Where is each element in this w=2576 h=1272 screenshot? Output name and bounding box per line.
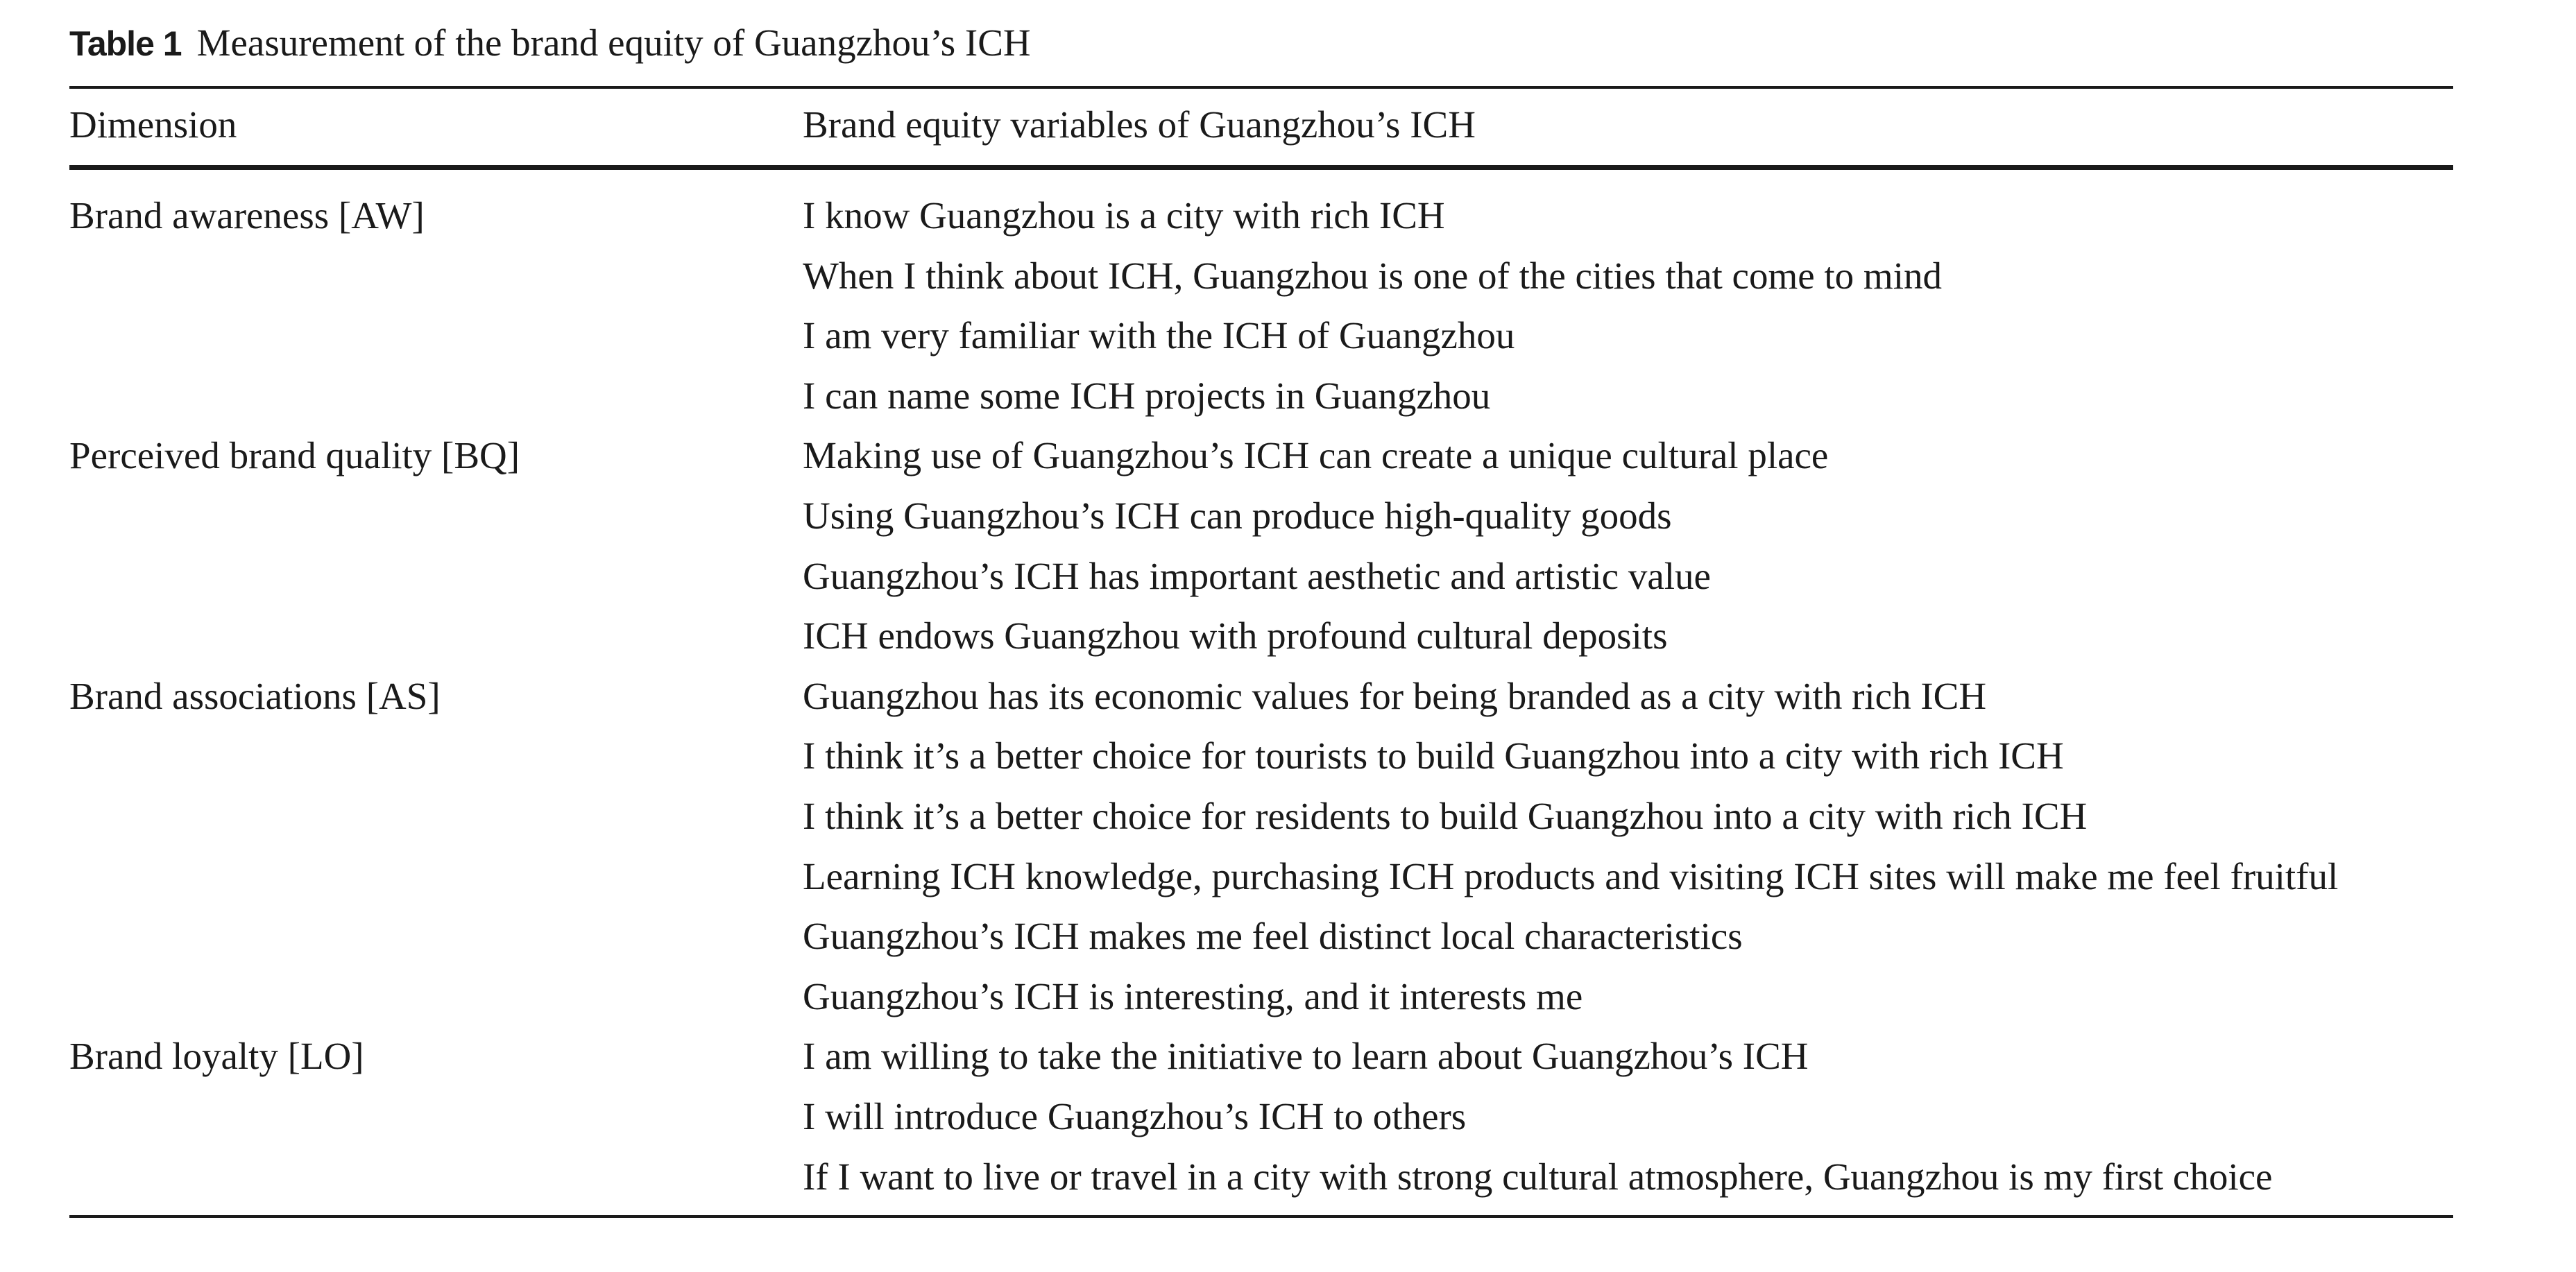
- variable-cell: Guangzhou’s ICH has important aesthetic …: [803, 555, 1711, 597]
- variable-cell: I am very familiar with the ICH of Guang…: [803, 314, 1515, 356]
- variable-cell: ICH endows Guangzhou with profound cultu…: [803, 614, 1668, 657]
- dimension-cell: Brand awareness [AW]: [69, 194, 425, 237]
- header-variables: Brand equity variables of Guangzhou’s IC…: [803, 103, 1476, 146]
- variable-cell: I know Guangzhou is a city with rich ICH: [803, 194, 1445, 237]
- variable-cell: I think it’s a better choice for residen…: [803, 795, 2088, 837]
- dimension-cell: Brand loyalty [LO]: [69, 1035, 364, 1077]
- dimension-cell: Perceived brand quality [BQ]: [69, 434, 520, 476]
- dimension-cell: Brand associations [AS]: [69, 675, 441, 717]
- header-dimension: Dimension: [69, 103, 237, 146]
- variable-cell: I am willing to take the initiative to l…: [803, 1035, 1809, 1077]
- variable-cell: When I think about ICH, Guangzhou is one…: [803, 255, 1942, 297]
- variable-cell: Making use of Guangzhou’s ICH can create…: [803, 434, 1829, 476]
- variable-cell: Learning ICH knowledge, purchasing ICH p…: [803, 855, 2339, 897]
- variable-cell: Guangzhou’s ICH makes me feel distinct l…: [803, 915, 1743, 957]
- variable-cell: I will introduce Guangzhou’s ICH to othe…: [803, 1095, 1467, 1137]
- variable-cell: If I want to live or travel in a city wi…: [803, 1155, 2273, 1198]
- variable-cell: Using Guangzhou’s ICH can produce high-q…: [803, 495, 1672, 537]
- table-caption: Table 1 Measurement of the brand equity o…: [69, 17, 1031, 69]
- header-rule: [69, 165, 2453, 170]
- table-number: Table 1: [69, 24, 182, 63]
- variable-cell: I think it’s a better choice for tourist…: [803, 734, 2064, 777]
- bottom-rule: [69, 1215, 2453, 1218]
- variable-cell: Guangzhou has its economic values for be…: [803, 675, 1987, 717]
- table-title: Measurement of the brand equity of Guang…: [196, 22, 1031, 64]
- variable-cell: I can name some ICH projects in Guangzho…: [803, 375, 1491, 417]
- top-rule: [69, 86, 2453, 89]
- variable-cell: Guangzhou’s ICH is interesting, and it i…: [803, 975, 1583, 1017]
